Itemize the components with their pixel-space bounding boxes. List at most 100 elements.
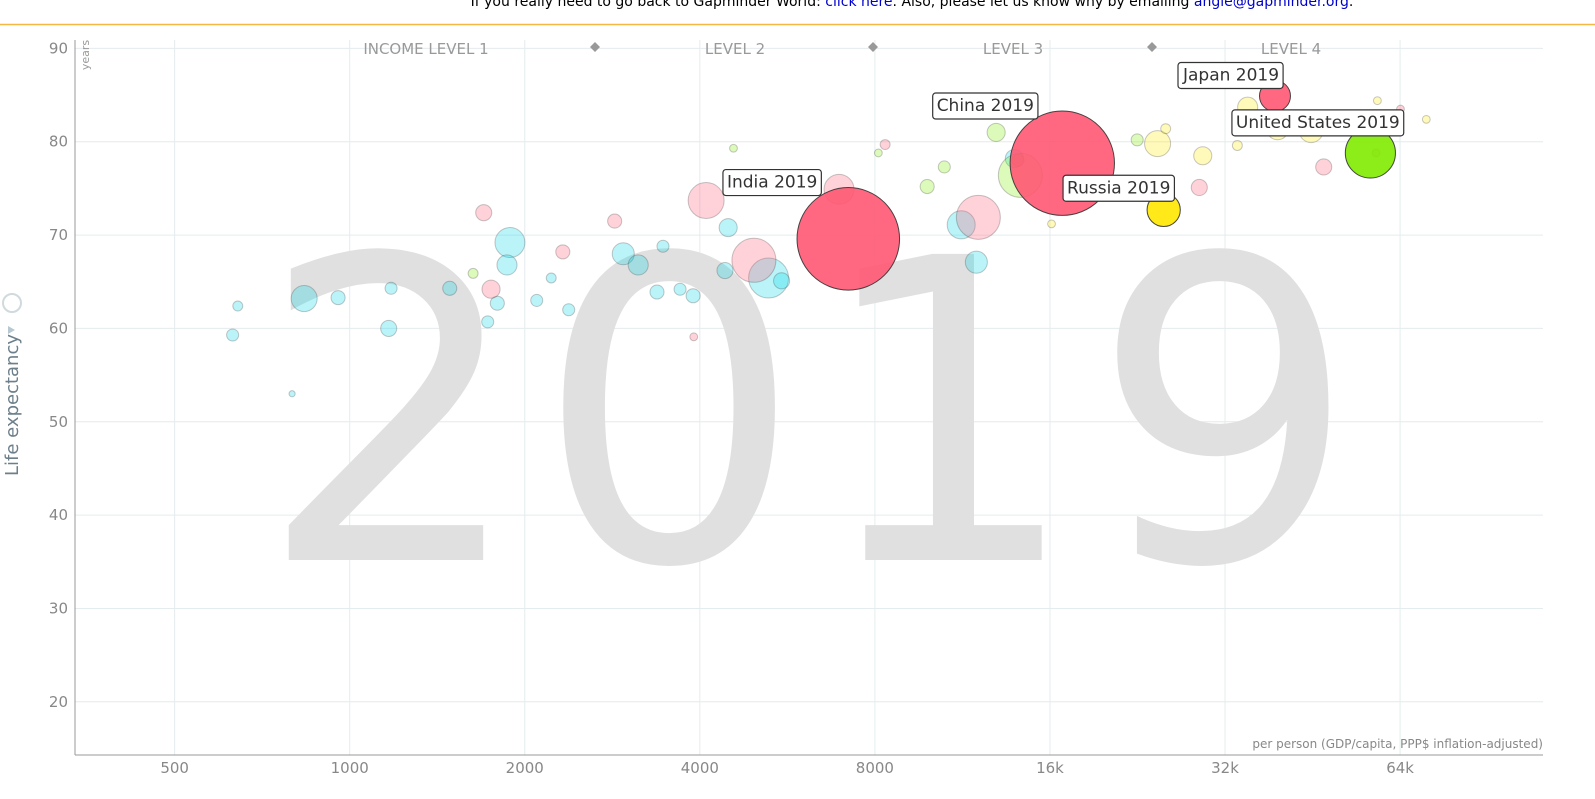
y-tick-label: 60 [49,319,68,337]
axis-menu-arrow[interactable] [8,326,15,334]
bubble [673,282,687,296]
bubble-label: China 2019 [932,92,1039,120]
bubble-label: Japan 2019 [1177,61,1284,90]
bubble [716,262,734,280]
x-tick-label: 64k [1386,759,1414,777]
income-levels: INCOME LEVEL 1 LEVEL 2 LEVEL 3 LEVEL 4 [363,40,1321,58]
income-level: INCOME LEVEL 1 [363,40,488,58]
income-level: LEVEL 2 [705,40,765,58]
bubble [986,122,1006,142]
bubble [467,267,479,279]
bubble [232,300,244,312]
banner-text: . [1349,0,1353,10]
bubble [545,272,557,284]
y-tick-label: 40 [49,506,68,524]
label-box [932,92,1039,120]
bubble [226,328,240,342]
level-divider [590,42,1157,52]
income-level: LEVEL 3 [983,40,1043,58]
bubble [1190,178,1208,197]
bubble [879,139,891,151]
bubble [1315,158,1333,176]
bubble [689,332,699,342]
banner: If you really need to go back to Gapmind… [471,0,1354,10]
bubble [611,242,635,266]
bubble [1193,146,1213,166]
bubble [562,303,576,317]
bubble [607,213,623,229]
help-icon[interactable] [2,293,22,313]
banner-link[interactable]: click here [825,0,892,10]
bubble [729,143,738,153]
bubble [1421,114,1431,124]
x-tick-label: 500 [160,759,189,777]
bubble [873,148,883,158]
bubble [964,250,988,274]
bubble [919,179,935,195]
bubble [384,281,398,295]
bubble [530,293,544,307]
bubble [494,227,526,259]
label-text: Japan 2019 [1182,66,1279,86]
banner-text: If you really need to go back to Gapmind… [471,0,826,10]
label-box [722,168,822,197]
bubble [442,280,458,296]
grid [75,40,1543,755]
bubble [718,218,738,238]
income-level: LEVEL 4 [1261,40,1321,58]
bubble-label: Russia 2019 [1062,174,1176,202]
banner-text: . Also, please let us know why by emaili… [893,0,1194,10]
y-tick-label: 70 [49,226,68,244]
label-box [1231,109,1405,137]
y-tick-label: 20 [49,693,68,711]
x-tick-label: 16k [1036,759,1064,777]
bubble-label: United States 2019 [1231,109,1405,137]
bubble [1231,140,1243,151]
bubble [773,272,791,290]
bubble [496,254,518,276]
x-tick-label: 4000 [681,759,719,777]
bubble [1160,123,1172,135]
bubble [475,204,493,222]
label-text: China 2019 [937,96,1034,116]
label-box [1177,61,1284,90]
bubble [955,194,1001,240]
bubble [1047,219,1056,229]
y-tick-label: 80 [49,133,68,151]
y-tick-label: 90 [49,39,68,57]
bubble [731,237,777,283]
bubble [290,285,318,313]
bubble [481,279,501,299]
y-axis-label[interactable]: Life expectancy [2,334,23,476]
bubble [685,288,701,304]
y-tick-label: 30 [49,599,68,617]
bubble [380,319,398,337]
bubble [489,295,505,311]
bubble [687,182,725,220]
bubble [1130,133,1144,147]
banner-email[interactable]: angie@gapminder.org [1194,0,1349,10]
bubble [1144,130,1172,158]
label-text: Russia 2019 [1067,178,1170,198]
bubble [946,210,976,240]
bubble [627,254,649,276]
bubble-label: India 2019 [722,168,822,197]
x-tick-label: 2000 [506,759,544,777]
bubble [288,390,296,398]
bubble [748,257,790,299]
label-text: India 2019 [727,173,817,193]
bubble [656,239,670,253]
bubble [481,315,495,329]
y-axis-unit: years [79,40,92,71]
bubble [1372,96,1382,106]
bubble [937,160,951,174]
y-tick-label: 50 [49,413,68,431]
label-text: United States 2019 [1236,113,1400,133]
x-tick-label: 8000 [856,759,894,777]
bubble [649,284,665,300]
x-tick-label: 32k [1211,759,1239,777]
labels: India 2019 China 2019 Japan 2019 United Sta… [722,61,1405,202]
bubble [555,244,571,260]
